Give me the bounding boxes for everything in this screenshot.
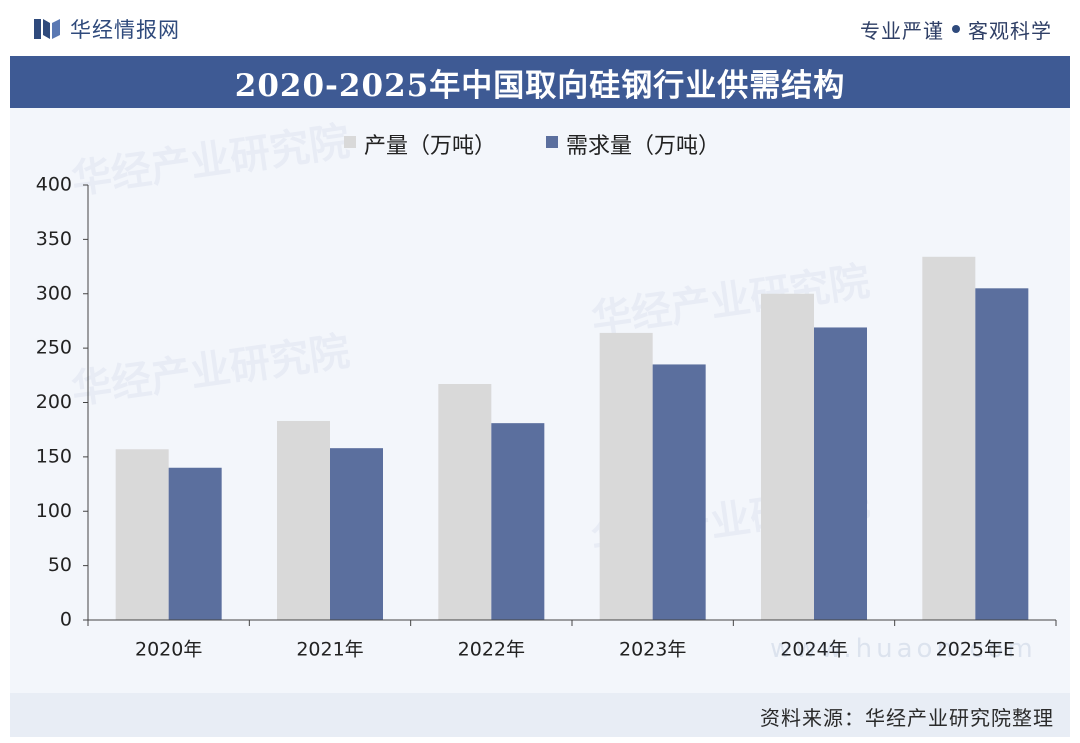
title-band: 2020-2025年中国取向硅钢行业供需结构 — [10, 56, 1070, 108]
bar-demand — [168, 467, 222, 620]
legend-label-2: 需求量（万吨） — [566, 134, 720, 159]
top-bar: 华经情报网 专业严谨 客观科学 — [0, 0, 1080, 56]
x-tick-label: 2023年 — [619, 639, 686, 661]
bar-demand — [491, 423, 545, 620]
bar-production — [438, 384, 492, 620]
bar-chart: 产量（万吨） 需求量（万吨） 0 50 100 150 200 250 300 350 400 202… — [36, 134, 1057, 661]
legend-swatch-2 — [546, 136, 558, 148]
huajing-logo-icon — [34, 19, 60, 39]
legend-swatch-1 — [344, 136, 356, 148]
y-tick-label: 300 — [36, 282, 72, 304]
bar-demand — [652, 364, 706, 620]
brand-name: 华经情报网 — [70, 18, 180, 42]
legend-label-1: 产量（万吨） — [364, 134, 496, 159]
y-tick-label: 250 — [36, 337, 72, 359]
chart-area: 华经产业研究院 华经产业研究院 华经产业研究院 华经产业研究院 产量（万吨） 需求… — [10, 108, 1070, 693]
x-tick-label: 2024年 — [780, 639, 847, 661]
slogan-left: 专业严谨 — [860, 18, 944, 43]
bullet-dot-icon — [952, 25, 960, 33]
x-tick-label: 2020年 — [135, 639, 202, 661]
slogan: 专业严谨 客观科学 — [860, 15, 1052, 43]
y-tick-label: 400 — [36, 174, 72, 196]
footer: 资料来源：华经产业研究院整理 — [10, 693, 1070, 737]
bar-production — [922, 256, 976, 620]
bar-production — [277, 420, 330, 620]
x-tick-label: 2022年 — [458, 639, 525, 661]
slogan-right: 客观科学 — [968, 18, 1052, 43]
bar-production — [761, 293, 814, 620]
bar-production — [115, 449, 169, 620]
source-note: 资料来源：华经产业研究院整理 — [760, 706, 1054, 730]
y-tick-label: 0 — [60, 609, 72, 631]
bar-demand — [330, 448, 383, 620]
bar-production — [599, 332, 653, 620]
y-tick-label: 350 — [36, 228, 72, 250]
chart-title: 2020-2025年中国取向硅钢行业供需结构 — [234, 67, 846, 104]
bar-demand — [814, 327, 867, 620]
y-tick-label: 200 — [36, 391, 72, 413]
bar-demand — [975, 288, 1029, 620]
y-tick-label: 100 — [36, 500, 72, 522]
brand: 华经情报网 — [34, 15, 180, 43]
y-tick-label: 150 — [36, 445, 72, 467]
y-tick-label: 50 — [48, 554, 72, 576]
x-tick-label: 2025年E — [936, 639, 1015, 661]
x-tick-label: 2021年 — [296, 639, 363, 661]
